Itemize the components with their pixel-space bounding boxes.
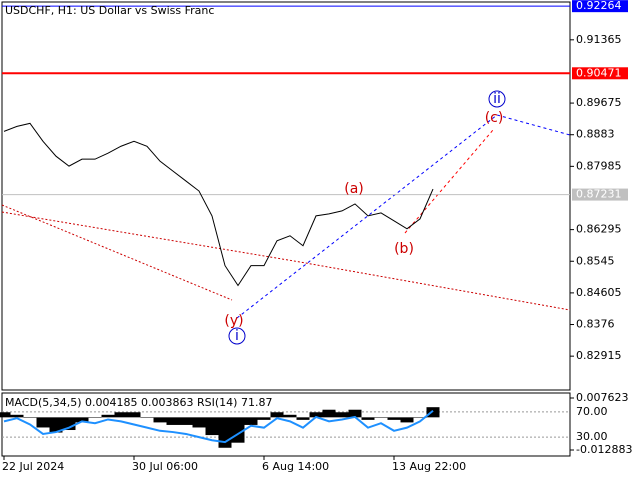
- macd-bar: [127, 412, 141, 418]
- macd-bar: [361, 417, 375, 420]
- wave-label: (a): [344, 181, 364, 197]
- macd-bar: [218, 417, 232, 448]
- main-frame: [1, 1, 571, 391]
- x-tick-label: 13 Aug 22:00: [392, 460, 466, 473]
- y-tick-label: 0.87985: [576, 159, 622, 172]
- x-tick-label: 6 Aug 14:00: [262, 460, 329, 473]
- price-line: [3, 122, 434, 287]
- macd-bar: [374, 417, 388, 418]
- price-label-box: [572, 188, 628, 201]
- macd-bar: [400, 417, 414, 423]
- y-tick-label: 0.8545: [576, 254, 615, 267]
- macd-bar: [335, 412, 349, 418]
- macd-bar: [296, 417, 310, 420]
- wave-label: (b): [394, 241, 414, 257]
- trend-line: [1, 204, 233, 301]
- macd-bar: [205, 417, 219, 436]
- trend-line: [1, 211, 571, 311]
- y-tick-label: -0.012883: [576, 443, 632, 456]
- macd-bar: [179, 417, 193, 425]
- indicator-title: MACD(5,34,5) 0.004185 0.003863 RSI(14) 7…: [5, 396, 272, 409]
- macd-bar: [75, 417, 89, 423]
- x-tick-label: 30 Jul 06:00: [132, 460, 198, 473]
- wave-label: i: [235, 328, 239, 344]
- wave-label: (c): [485, 110, 504, 126]
- price-label: 0.92264: [576, 0, 622, 12]
- y2-tick-label: 70.00: [576, 405, 608, 418]
- macd-bar: [88, 417, 102, 418]
- y-tick-label: 0.8883: [576, 128, 615, 141]
- wave-circle: [228, 327, 246, 345]
- wave-circle: [488, 90, 506, 108]
- macd-bar: [387, 417, 401, 420]
- y-tick-label: 0.89675: [576, 96, 622, 109]
- macd-bar: [49, 417, 63, 433]
- macd-bar: [348, 409, 362, 418]
- macd-bar: [309, 412, 323, 418]
- macd-bar: [413, 417, 427, 418]
- macd-bar: [153, 417, 167, 423]
- y-tick-label: 0.007623: [576, 391, 629, 404]
- macd-bar: [426, 407, 440, 418]
- macd-bar: [257, 417, 271, 420]
- y-tick-label: 0.91365: [576, 33, 622, 46]
- wave-label: ii: [493, 91, 501, 107]
- wave-label: (y): [224, 313, 243, 329]
- rsi-line: [3, 409, 434, 444]
- macd-bar: [192, 417, 206, 428]
- y-tick-label: 0.84605: [576, 286, 622, 299]
- macd-bar: [322, 409, 336, 418]
- price-label: 0.90471: [576, 66, 622, 79]
- chart-title: USDCHF, H1: US Dollar vs Swiss Franc: [5, 4, 214, 17]
- macd-bar: [101, 414, 115, 418]
- y-tick-label: 0.8376: [576, 318, 615, 331]
- macd-bar: [23, 417, 37, 418]
- macd-bar: [36, 417, 50, 428]
- macd-bar: [270, 412, 284, 418]
- macd-bar: [0, 412, 11, 418]
- wave-projection: [236, 114, 571, 319]
- macd-bar: [114, 412, 128, 418]
- y-tick-label: 0.82915: [576, 349, 622, 362]
- macd-bar: [283, 414, 297, 418]
- macd-bar: [244, 417, 258, 425]
- price-label-box: [572, 67, 628, 80]
- price-label-box: [572, 0, 628, 13]
- y-tick-label: 0.86295: [576, 223, 622, 236]
- macd-bar: [140, 417, 154, 418]
- price-label: 0.87231: [576, 188, 622, 201]
- macd-bar: [10, 414, 24, 418]
- indicator-frame: [1, 392, 571, 457]
- y2-tick-label: 30.00: [576, 430, 608, 443]
- wave-projection: [404, 129, 494, 234]
- macd-bar: [166, 417, 180, 425]
- x-tick-label: 22 Jul 2024: [2, 460, 64, 473]
